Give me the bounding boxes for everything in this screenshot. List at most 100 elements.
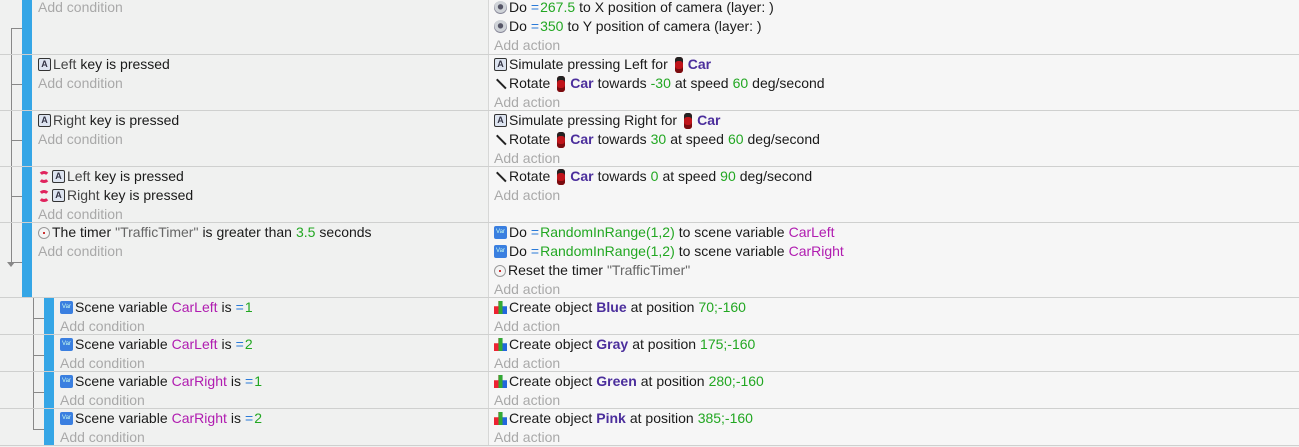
condition[interactable]: Var Scene variable CarRight is = 1 (60, 372, 488, 391)
action[interactable]: Do = 350 to Y position of camera (layer: ) (494, 17, 1299, 36)
actions-column: Do = 267.5 to X position of camera (layer: )… (488, 0, 1299, 54)
text-plain: at speed (670, 131, 724, 147)
timer-icon (38, 226, 50, 239)
text-var: CarLeft (171, 299, 218, 315)
event-row: Var Scene variable CarLeft is = 1 Add conditio… (0, 298, 1299, 335)
add-action-link[interactable]: Add action (494, 392, 561, 408)
text-plain: Rotate (509, 131, 551, 147)
add-action-link[interactable]: Add action (494, 318, 561, 334)
condition[interactable]: The timer "TrafficTimer" is greater than 3.… (38, 223, 488, 242)
action[interactable]: Rotate Car towards 30 at speed 60 deg/second (494, 130, 1299, 149)
variable-icon: Var (60, 301, 73, 314)
action[interactable]: Do = 267.5 to X position of camera (layer: ) (494, 0, 1299, 17)
add-condition-link[interactable]: Add condition (38, 0, 123, 15)
create-object-icon (494, 412, 507, 425)
variable-icon: Var (60, 375, 73, 388)
actions-column: Create object Gray at position 175;-160 Add … (488, 335, 1299, 371)
add-action-link[interactable]: Add action (494, 355, 561, 371)
add-action-link[interactable]: Add action (494, 150, 561, 166)
text-plain: key is pressed (103, 187, 194, 203)
add-condition-link[interactable]: Add condition (60, 355, 145, 371)
event-drag-handle[interactable] (22, 223, 32, 297)
tree-line (11, 262, 22, 263)
add-condition-link[interactable]: Add condition (38, 75, 123, 91)
add-condition-link[interactable]: Add condition (38, 243, 123, 259)
action[interactable]: Create object Pink at position 385;-160 (494, 409, 1299, 428)
condition[interactable]: A Left key is pressed (38, 167, 488, 186)
text-plain: to Y position of camera (567, 18, 711, 34)
action[interactable]: Var Do = RandomInRange(1,2) to scene variabl… (494, 242, 1299, 261)
condition[interactable]: A Right key is pressed (38, 186, 488, 205)
text-op: = (530, 0, 540, 15)
camera-icon (494, 1, 507, 14)
create-object-icon (494, 338, 507, 351)
text-var: CarRight (171, 410, 227, 426)
event-drag-handle[interactable] (44, 335, 54, 371)
add-condition-link[interactable]: Add condition (60, 318, 145, 334)
event-drag-handle[interactable] (44, 409, 54, 445)
conditions-column: A Left key is pressed Add condition (38, 55, 488, 110)
conditions-column: Var Scene variable CarLeft is = 1 Add conditio… (60, 298, 488, 334)
add-condition-link[interactable]: Add condition (60, 429, 145, 445)
action[interactable]: A Simulate pressing Left for Car (494, 55, 1299, 74)
action[interactable]: Var Do = RandomInRange(1,2) to scene variabl… (494, 223, 1299, 242)
keyboard-icon: A (38, 58, 51, 71)
text-param: -30 (650, 75, 671, 91)
text-obj: Car (687, 56, 712, 72)
event-drag-handle[interactable] (22, 111, 32, 166)
tree-line (11, 196, 22, 197)
add-action-link[interactable]: Add action (494, 429, 561, 445)
text-plain: towards (597, 168, 647, 184)
condition[interactable]: A Left key is pressed (38, 55, 488, 74)
text-op: = (530, 243, 540, 259)
rotate-icon (494, 133, 507, 146)
action[interactable]: Rotate Car towards 0 at speed 90 deg/second (494, 167, 1299, 186)
car-object-icon (674, 56, 683, 73)
actions-column: A Simulate pressing Right for Car Rotate Car… (488, 111, 1299, 166)
text-key: Left (67, 168, 91, 184)
action[interactable]: Rotate Car towards -30 at speed 60 deg/second (494, 74, 1299, 93)
text-param: 60 (727, 131, 744, 147)
action[interactable]: Create object Green at position 280;-160 (494, 372, 1299, 391)
car-object-icon (557, 168, 566, 185)
text-op: = (245, 410, 254, 426)
event-drag-handle[interactable] (44, 372, 54, 408)
text-plain: at speed (662, 168, 717, 184)
add-action-link[interactable]: Add action (494, 281, 561, 297)
text-plain: is (230, 373, 241, 389)
text-plain: seconds (319, 224, 372, 240)
text-op: = (235, 336, 244, 352)
text-param: 0 (650, 168, 659, 184)
create-object-icon (494, 375, 507, 388)
add-condition-link[interactable]: Add condition (60, 392, 145, 408)
action[interactable]: Create object Gray at position 175;-160 (494, 335, 1299, 354)
text-param: 1 (244, 299, 253, 315)
add-action-link[interactable]: Add action (494, 37, 561, 53)
keyboard-icon: A (494, 58, 507, 71)
condition[interactable]: Var Scene variable CarRight is = 2 (60, 409, 488, 428)
add-action-link[interactable]: Add action (494, 187, 561, 203)
tree-line (33, 392, 44, 393)
text-plain: Create object (509, 373, 593, 389)
text-plain: to X position of camera (579, 0, 723, 15)
event-drag-handle[interactable] (22, 55, 32, 110)
action[interactable]: Reset the timer "TrafficTimer" (494, 261, 1299, 280)
add-condition-link[interactable]: Add condition (38, 206, 123, 222)
text-plain: deg/second (752, 75, 825, 91)
event-drag-handle[interactable] (44, 298, 54, 334)
event-drag-handle[interactable] (22, 167, 32, 222)
action[interactable]: A Simulate pressing Right for Car (494, 111, 1299, 130)
camera-icon (494, 20, 507, 33)
keyboard-icon: A (494, 114, 507, 127)
add-condition-link[interactable]: Add condition (38, 131, 123, 147)
action[interactable]: Create object Blue at position 70;-160 (494, 298, 1299, 317)
event-drag-handle[interactable] (22, 0, 32, 54)
conditions-column: Var Scene variable CarLeft is = 2 Add conditio… (60, 335, 488, 371)
condition[interactable]: Var Scene variable CarLeft is = 1 (60, 298, 488, 317)
add-action-link[interactable]: Add action (494, 94, 561, 110)
condition[interactable]: A Right key is pressed (38, 111, 488, 130)
text-param: RandomInRange(1,2) (540, 224, 675, 240)
text-plain: Do (509, 18, 527, 34)
text-plain: key is pressed (80, 56, 170, 72)
condition[interactable]: Var Scene variable CarLeft is = 2 (60, 335, 488, 354)
